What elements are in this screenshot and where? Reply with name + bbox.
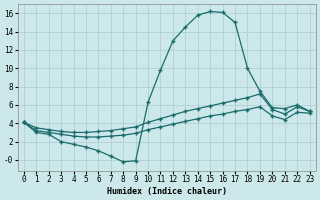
X-axis label: Humidex (Indice chaleur): Humidex (Indice chaleur): [107, 187, 227, 196]
